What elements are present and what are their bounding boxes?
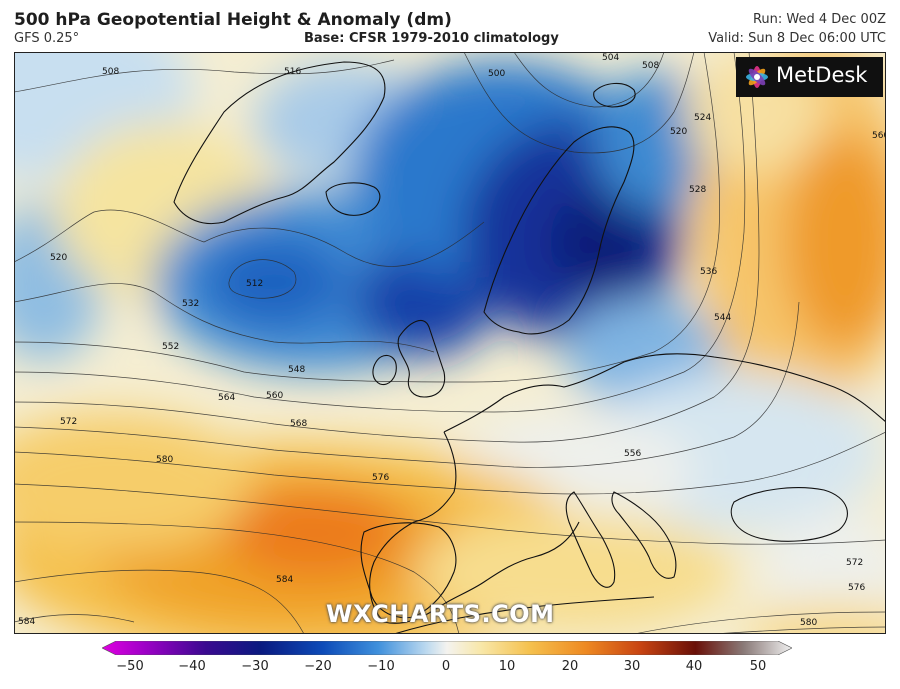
coastlines [173, 61, 886, 634]
contour-label: 504 [602, 53, 619, 63]
anomaly-map: 508 516 500 504 508 520 524 528 536 544 … [14, 52, 886, 634]
contour-label: 584 [18, 617, 35, 627]
contour-label: 584 [276, 575, 293, 585]
colorbar-tick: 40 [685, 659, 703, 674]
contour-label: 564 [218, 393, 235, 403]
contour-label: 524 [694, 113, 711, 123]
watermark: WXCHARTS.COM [326, 600, 555, 628]
logo-text: MetDesk [776, 63, 868, 87]
colorbar-tick: −50 [116, 659, 144, 674]
contour-label: 544 [714, 313, 731, 323]
run-time-label: Run: Wed 4 Dec 00Z [752, 12, 886, 27]
contour-label: 556 [624, 449, 641, 459]
metdesk-logo: MetDesk [736, 57, 883, 97]
contour-label: 572 [846, 558, 863, 568]
anomaly-field [14, 52, 886, 634]
metdesk-flower-icon [746, 66, 768, 88]
colorbar-tick: 10 [498, 659, 516, 674]
contour-label: 536 [700, 267, 717, 277]
contour-label: 500 [488, 69, 505, 79]
colorbar [102, 641, 792, 655]
contour-label: 520 [50, 253, 67, 263]
colorbar-tick: 30 [623, 659, 641, 674]
contour-label: 508 [642, 61, 659, 71]
contour-label: 516 [284, 67, 301, 77]
colorbar-tick: −20 [304, 659, 332, 674]
colorbar-tick: 50 [749, 659, 767, 674]
contour-label: 580 [800, 618, 817, 628]
height-contours [14, 52, 886, 634]
colorbar-tick: 20 [561, 659, 579, 674]
contour-label: 552 [162, 342, 179, 352]
colorbar-tick: −30 [241, 659, 269, 674]
valid-time-label: Valid: Sun 8 Dec 06:00 UTC [708, 31, 886, 46]
contour-label: 576 [372, 473, 389, 483]
climatology-base-label: Base: CFSR 1979-2010 climatology [304, 31, 559, 46]
contour-label: 548 [288, 365, 305, 375]
chart-title: 500 hPa Geopotential Height & Anomaly (d… [14, 10, 452, 30]
colorbar-tick: −40 [178, 659, 206, 674]
contour-label: 580 [156, 455, 173, 465]
contour-label: 576 [848, 583, 865, 593]
contour-label: 568 [290, 419, 307, 429]
contour-label: 508 [102, 67, 119, 77]
contour-label: 572 [60, 417, 77, 427]
contour-label: 560 [872, 131, 886, 141]
contour-label: 528 [689, 185, 706, 195]
colorbar-tick: −10 [367, 659, 395, 674]
map-frame [14, 52, 886, 634]
contour-label: 520 [670, 127, 687, 137]
contour-label: 512 [246, 279, 263, 289]
contour-labels: 508 516 500 504 508 520 524 528 536 544 … [18, 53, 886, 628]
contour-label: 560 [266, 391, 283, 401]
colorbar-tick: 0 [441, 659, 451, 674]
model-label: GFS 0.25° [14, 31, 80, 46]
contour-label: 532 [182, 299, 199, 309]
